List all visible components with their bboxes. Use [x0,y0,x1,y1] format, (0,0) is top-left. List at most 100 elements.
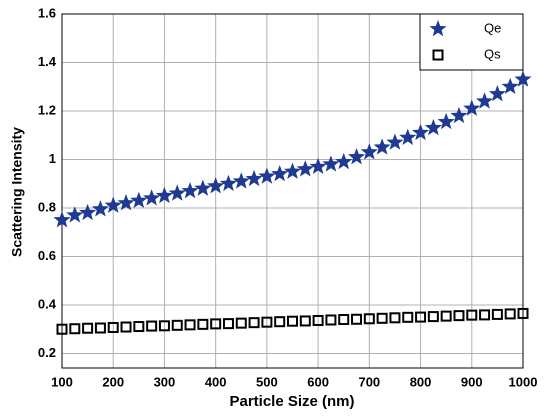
square-marker [504,308,516,320]
star-marker [53,211,71,228]
square-marker [107,322,119,334]
square-marker [261,316,273,328]
star-marker [373,138,391,155]
legend: Qe Qs [419,13,524,71]
star-marker [245,169,263,187]
star-marker [463,99,481,116]
x-axis-label: Particle Size (nm) [229,393,354,410]
star-marker [501,77,519,95]
square-marker [338,314,350,326]
star-marker [386,133,404,150]
square-marker [69,323,81,335]
square-marker [82,322,94,334]
x-tick-label: 500 [256,374,278,389]
square-marker [491,308,503,320]
star-marker [335,152,353,170]
y-axis-label: Scattering Intensity [9,127,25,257]
star-marker [476,92,494,109]
star-marker [450,106,468,124]
square-marker [210,318,222,330]
plot-area [62,14,523,368]
square-marker [171,319,183,331]
star-marker [360,143,378,160]
star-marker [296,160,314,177]
square-marker [432,49,444,61]
square-marker [146,320,158,332]
star-marker [412,123,430,141]
x-tick-label: 1000 [509,374,538,389]
star-marker [271,165,289,182]
square-marker [453,310,465,322]
star-marker [437,112,455,130]
star-marker [143,189,161,206]
star-marker [181,182,199,199]
square-marker [466,309,478,321]
square-marker [389,312,401,324]
legend-label: Qe [484,20,501,35]
y-tick-label: 0.2 [38,345,56,360]
star-marker [104,196,122,213]
star-marker [347,148,366,165]
star-marker [399,128,417,145]
square-marker [274,316,286,328]
square-marker [184,319,196,331]
square-marker [363,313,375,325]
square-marker [415,311,427,323]
star-marker [258,167,276,184]
square-marker [222,318,234,330]
x-tick-label: 700 [358,374,380,389]
x-tick-label: 900 [461,374,483,389]
star-marker [283,162,302,179]
y-tick-label: 1.6 [38,5,56,20]
x-tick-label: 200 [102,374,124,389]
star-marker [309,157,327,175]
y-tick-label: 0.8 [38,199,56,214]
y-tick-label: 1.4 [38,54,57,69]
x-tick-label: 100 [51,374,73,389]
x-tick-label: 300 [154,374,176,389]
plot-frame [61,13,524,369]
square-marker [351,313,363,325]
x-tick-label: 800 [410,374,432,389]
legend-box [419,13,524,71]
square-marker [133,321,145,333]
star-marker [130,191,148,208]
star-marker [207,177,225,194]
star-marker [66,206,84,223]
square-marker [479,309,491,321]
y-tick-label: 1.2 [38,102,56,117]
square-marker [287,315,298,327]
star-marker [322,155,340,172]
star-marker [91,200,109,217]
star-marker [79,203,97,221]
y-tick-label: 0.6 [38,248,56,263]
square-marker [248,317,260,329]
star-marker [514,70,532,87]
star-marker [168,184,186,201]
square-marker [312,314,324,326]
star-marker [232,172,250,189]
square-marker [158,320,170,332]
square-marker [376,312,388,324]
square-marker [402,311,414,323]
square-marker [440,310,452,322]
x-tick-label: 600 [307,374,329,389]
star-marker [219,174,238,192]
square-marker [517,307,529,319]
square-marker [94,322,106,334]
square-marker [120,321,132,333]
star-marker [117,194,135,211]
square-marker [299,315,311,327]
square-marker [427,311,439,323]
square-marker [235,317,247,329]
star-marker [194,179,212,196]
legend-label: Qs [484,46,501,61]
square-marker [197,318,209,330]
star-marker [424,118,442,136]
square-marker [56,323,68,335]
y-tick-label: 1 [49,151,56,166]
star-marker [488,85,506,102]
x-tick-label: 400 [205,374,227,389]
y-tick-label: 0.4 [38,296,57,311]
